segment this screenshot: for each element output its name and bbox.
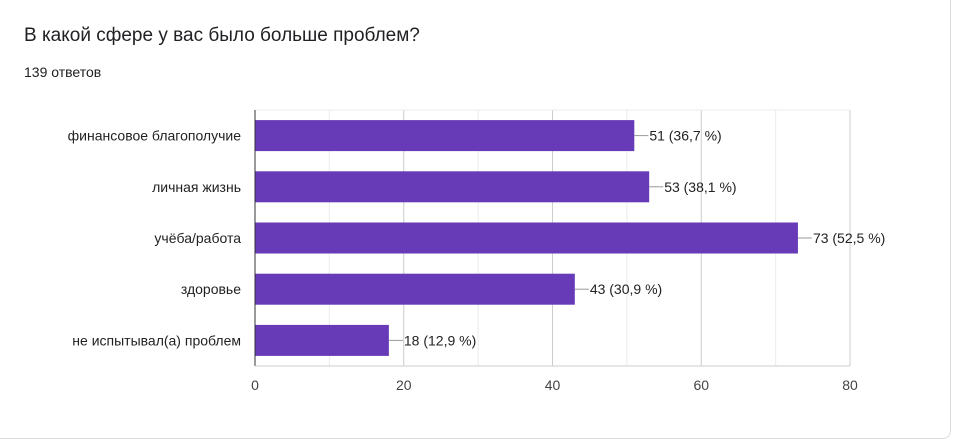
data-label: 73 (52,5 %) bbox=[813, 230, 885, 246]
response-count: 139 ответов bbox=[24, 64, 102, 80]
x-tick-label: 0 bbox=[251, 377, 259, 393]
question-title: В какой сфере у вас было больше проблем? bbox=[24, 25, 420, 46]
bar-5 bbox=[255, 324, 389, 356]
category-label: здоровье bbox=[181, 281, 241, 297]
x-tick-label: 80 bbox=[842, 377, 858, 393]
bar-1 bbox=[255, 120, 635, 152]
category-label: финансовое благополучие bbox=[68, 128, 242, 144]
category-label: учёба/работа bbox=[154, 230, 241, 246]
x-tick-label: 20 bbox=[396, 377, 412, 393]
bar-4 bbox=[255, 273, 575, 305]
data-label: 51 (36,7 %) bbox=[649, 128, 721, 144]
bar-2 bbox=[255, 171, 650, 203]
data-label: 43 (30,9 %) bbox=[590, 281, 662, 297]
data-label: 18 (12,9 %) bbox=[404, 332, 476, 348]
x-tick-label: 40 bbox=[545, 377, 561, 393]
bar-3 bbox=[255, 222, 798, 254]
category-label: не испытывал(а) проблем bbox=[72, 332, 241, 348]
category-label: личная жизнь bbox=[152, 179, 241, 195]
x-tick-label: 60 bbox=[693, 377, 709, 393]
data-label: 53 (38,1 %) bbox=[664, 179, 736, 195]
